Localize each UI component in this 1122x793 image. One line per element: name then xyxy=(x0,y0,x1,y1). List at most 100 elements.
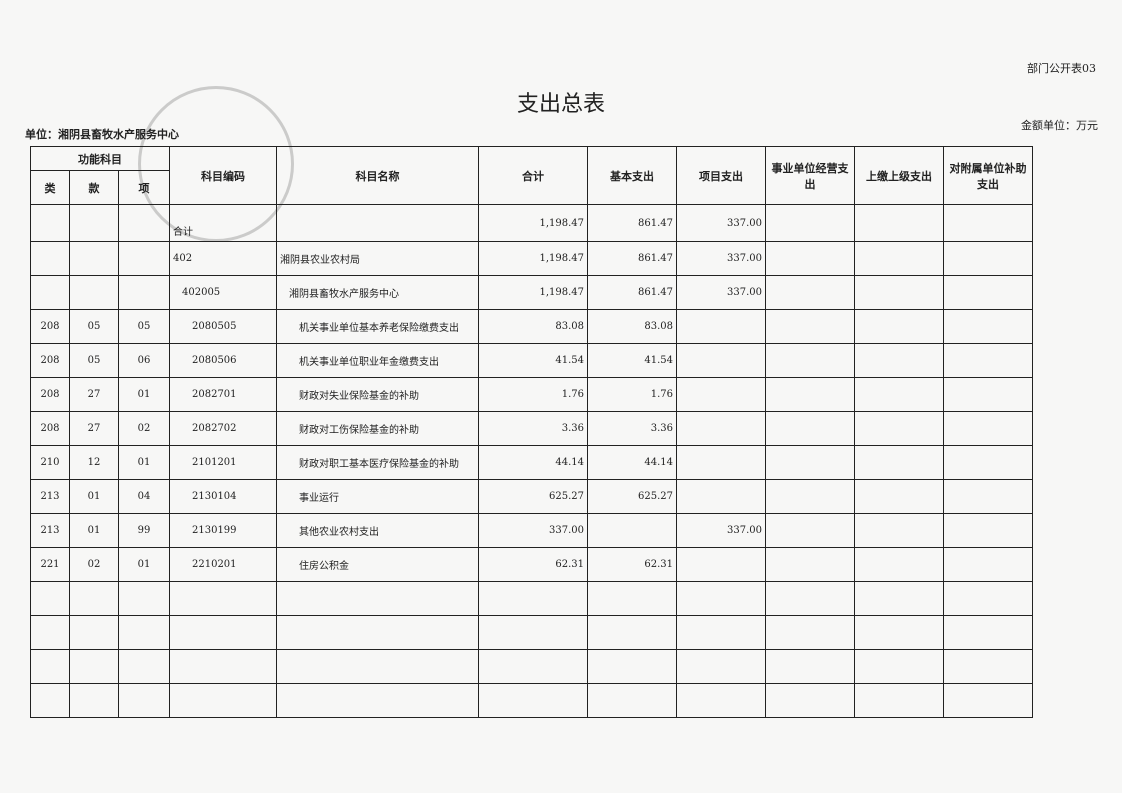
cell-kuan: 05 xyxy=(69,309,119,344)
cell-total: 83.08 xyxy=(478,309,588,344)
cell-subsidy xyxy=(943,445,1033,480)
cell-project xyxy=(676,343,766,378)
cell-xiang xyxy=(118,241,170,276)
table-row: 213 01 04 2130104 事业运行 625.27 625.27 xyxy=(30,479,1033,514)
cell-total: 625.27 xyxy=(478,479,588,514)
cell-kuan xyxy=(69,649,119,684)
cell-subsidy xyxy=(943,683,1033,718)
cell-project xyxy=(676,615,766,650)
cell-xiang xyxy=(118,204,170,242)
cell-name: 财政对失业保险基金的补助 xyxy=(276,377,479,412)
cell-upper xyxy=(854,513,944,548)
cell-xiang: 05 xyxy=(118,309,170,344)
cell-code: 2130199 xyxy=(169,513,277,548)
cell-kuan xyxy=(69,204,119,242)
table-row xyxy=(30,615,1033,650)
cell-total xyxy=(478,683,588,718)
cell-business xyxy=(765,309,855,344)
cell-subsidy xyxy=(943,275,1033,310)
cell-upper xyxy=(854,241,944,276)
cell-business xyxy=(765,204,855,242)
cell-subsidy xyxy=(943,309,1033,344)
header-upper: 上缴上级支出 xyxy=(854,146,944,205)
cell-project xyxy=(676,479,766,514)
cell-business xyxy=(765,547,855,582)
cell-xiang xyxy=(118,615,170,650)
header-code: 科目编码 xyxy=(169,146,277,205)
cell-xiang: 02 xyxy=(118,411,170,446)
cell-basic xyxy=(587,581,677,616)
cell-upper xyxy=(854,581,944,616)
cell-kuan xyxy=(69,275,119,310)
cell-project xyxy=(676,309,766,344)
cell-kuan: 02 xyxy=(69,547,119,582)
table-row: 210 12 01 2101201 财政对职工基本医疗保险基金的补助 44.14 44.14 xyxy=(30,445,1033,480)
cell-subsidy xyxy=(943,615,1033,650)
cell-lei xyxy=(30,683,70,718)
cell-project xyxy=(676,411,766,446)
cell-xiang xyxy=(118,581,170,616)
cell-lei: 213 xyxy=(30,513,70,548)
cell-kuan xyxy=(69,241,119,276)
cell-name: 住房公积金 xyxy=(276,547,479,582)
cell-business xyxy=(765,513,855,548)
cell-lei: 208 xyxy=(30,377,70,412)
cell-code xyxy=(169,615,277,650)
cell-basic: 3.36 xyxy=(587,411,677,446)
cell-business xyxy=(765,275,855,310)
organization-label: 单位：湘阴县畜牧水产服务中心 xyxy=(25,128,179,141)
table-row: 208 27 01 2082701 财政对失业保险基金的补助 1.76 1.76 xyxy=(30,377,1033,412)
cell-xiang: 01 xyxy=(118,377,170,412)
cell-total xyxy=(478,581,588,616)
cell-basic xyxy=(587,649,677,684)
cell-xiang xyxy=(118,683,170,718)
cell-lei: 208 xyxy=(30,343,70,378)
cell-lei xyxy=(30,581,70,616)
cell-name xyxy=(276,649,479,684)
cell-xiang xyxy=(118,649,170,684)
header-basic: 基本支出 xyxy=(587,146,677,205)
cell-kuan: 01 xyxy=(69,513,119,548)
cell-lei: 213 xyxy=(30,479,70,514)
amount-unit: 金额单位：万元 xyxy=(1021,119,1098,132)
cell-project: 337.00 xyxy=(676,241,766,276)
cell-kuan: 12 xyxy=(69,445,119,480)
cell-name: 财政对职工基本医疗保险基金的补助 xyxy=(276,445,479,480)
cell-subsidy xyxy=(943,241,1033,276)
cell-lei xyxy=(30,275,70,310)
cell-code: 合计 xyxy=(169,204,277,242)
header-name: 科目名称 xyxy=(276,146,479,205)
cell-project: 337.00 xyxy=(676,513,766,548)
cell-name xyxy=(276,581,479,616)
table-row: 213 01 99 2130199 其他农业农村支出 337.00 337.00 xyxy=(30,513,1033,548)
cell-upper xyxy=(854,479,944,514)
expenditure-table: 功能科目 科目编码 科目名称 合计 基本支出 项目支出 事业单位经营支出 上缴上… xyxy=(30,146,1033,718)
cell-project xyxy=(676,445,766,480)
cell-xiang: 01 xyxy=(118,547,170,582)
header-func: 功能科目 xyxy=(30,146,170,171)
cell-total: 1,198.47 xyxy=(478,204,588,242)
cell-subsidy xyxy=(943,649,1033,684)
table-row xyxy=(30,683,1033,718)
cell-kuan: 27 xyxy=(69,377,119,412)
cell-kuan: 05 xyxy=(69,343,119,378)
cell-upper xyxy=(854,649,944,684)
cell-kuan xyxy=(69,683,119,718)
table-row: 402005 湘阴县畜牧水产服务中心 1,198.47 861.47 337.00 xyxy=(30,275,1033,310)
cell-business xyxy=(765,445,855,480)
cell-code: 2130104 xyxy=(169,479,277,514)
table-row: 402 湘阴县农业农村局 1,198.47 861.47 337.00 xyxy=(30,241,1033,276)
cell-total: 44.14 xyxy=(478,445,588,480)
cell-name xyxy=(276,683,479,718)
header-kuan: 款 xyxy=(69,170,119,205)
cell-upper xyxy=(854,204,944,242)
cell-total: 1,198.47 xyxy=(478,275,588,310)
cell-code: 2082702 xyxy=(169,411,277,446)
cell-upper xyxy=(854,547,944,582)
cell-lei: 221 xyxy=(30,547,70,582)
cell-basic xyxy=(587,615,677,650)
cell-basic: 625.27 xyxy=(587,479,677,514)
cell-total xyxy=(478,649,588,684)
cell-name xyxy=(276,615,479,650)
